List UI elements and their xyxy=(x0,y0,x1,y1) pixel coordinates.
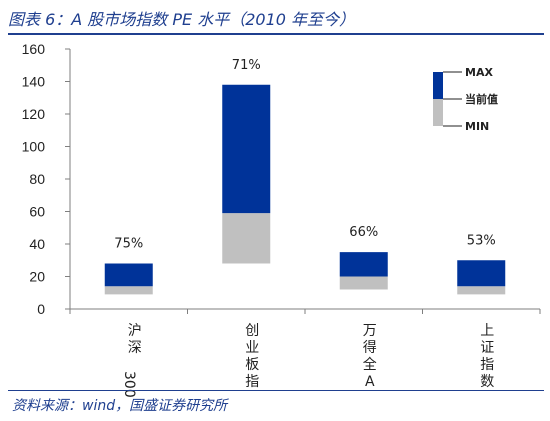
y-tick-label: 60 xyxy=(29,204,45,220)
bar-lower-segment xyxy=(104,286,153,295)
chart-legend: MAX 当前值 MIN xyxy=(433,66,498,133)
percentile-label: 71% xyxy=(232,58,261,73)
percentile-label: 53% xyxy=(467,233,496,248)
y-tick-label: 160 xyxy=(22,41,46,57)
legend-swatch-upper xyxy=(433,72,443,99)
legend-label-current: 当前值 xyxy=(465,92,498,106)
legend-swatch-lower xyxy=(433,99,443,126)
category-label: 上证指数 xyxy=(480,323,494,390)
y-tick-label: 0 xyxy=(37,301,45,317)
bar-upper-segment xyxy=(104,263,153,287)
y-tick-label: 20 xyxy=(29,269,45,285)
category-label: 创业板指 xyxy=(245,323,259,390)
y-tick-label: 40 xyxy=(29,236,45,252)
category-label: 万得全 A xyxy=(363,323,377,390)
bar-lower-segment xyxy=(339,276,388,290)
y-tick-label: 120 xyxy=(22,106,46,122)
y-tick-label: 100 xyxy=(22,139,46,155)
bar-lower-segment xyxy=(222,213,271,264)
chart-bars xyxy=(104,84,506,295)
title-divider xyxy=(8,33,544,35)
legend-label-max: MAX xyxy=(465,66,493,79)
percentile-label: 75% xyxy=(114,237,143,252)
percentile-label: 66% xyxy=(349,225,378,240)
figure-title: 图表 6：A 股市场指数 PE 水平（2010 年至今） xyxy=(8,10,356,29)
bar-lower-segment xyxy=(457,286,506,295)
y-tick-label: 80 xyxy=(29,171,45,187)
chart-axes: 0 20 40 60 80 100 120 140 160 xyxy=(22,41,541,317)
category-label: 沪深 xyxy=(128,323,142,356)
category-label-rotated: 300 xyxy=(121,371,137,398)
legend-label-min: MIN xyxy=(465,120,489,133)
chart-labels: 75% 沪深 300 71% 创业板指 66% 万得全 A 53% 上证指数 xyxy=(114,58,495,398)
bar-upper-segment xyxy=(222,84,271,214)
figure-source: 资料来源：wind，国盛证券研究所 xyxy=(12,398,228,414)
source-divider xyxy=(8,390,544,391)
bar-upper-segment xyxy=(457,260,506,287)
y-tick-label: 140 xyxy=(22,74,46,90)
bar-upper-segment xyxy=(339,252,388,277)
